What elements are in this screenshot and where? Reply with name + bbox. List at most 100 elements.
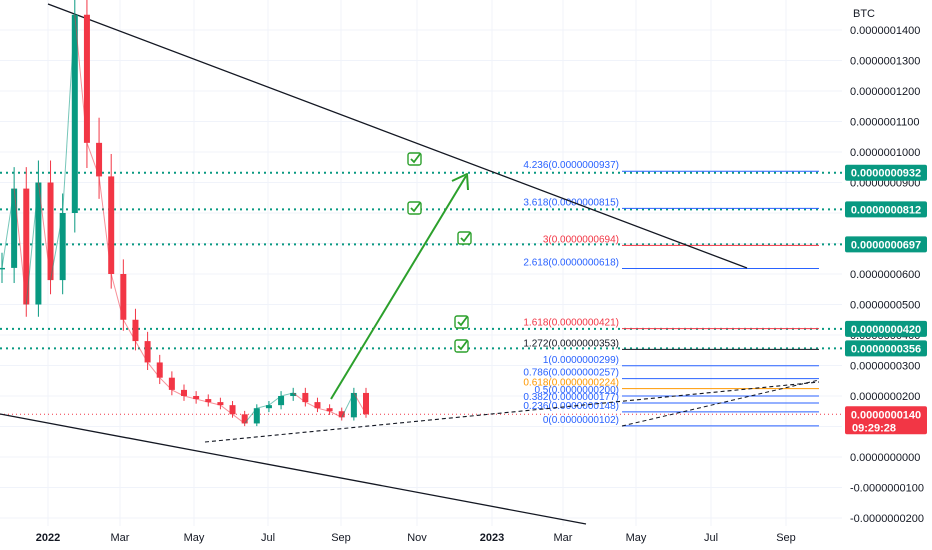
price-line-segment <box>280 392 294 397</box>
candle-body <box>302 392 309 403</box>
price-line-segment <box>50 212 64 281</box>
time-tick-label: Jul <box>261 532 275 544</box>
fib-level-label: 0(0.0000000102) <box>543 415 619 426</box>
time-tick-label: 2023 <box>480 532 504 544</box>
price-tick-label: 0.0000001300 <box>850 56 920 68</box>
projection-arrowhead <box>451 173 469 191</box>
price-line-segment <box>1 188 15 268</box>
price-line-segment <box>110 273 124 320</box>
time-tick-label: Sep <box>776 532 796 544</box>
projection-arrow-line[interactable] <box>330 175 467 400</box>
candle-body <box>108 176 115 274</box>
price-series <box>0 0 369 427</box>
fib-level-label: 0.786(0.0000000257) <box>523 368 619 379</box>
price-line-segment <box>86 142 100 177</box>
fib-level-label: 3.618(0.0000000815) <box>523 197 619 208</box>
candle-body <box>350 392 357 418</box>
fib-level-label: 1.272(0.0000000353) <box>523 338 619 349</box>
candle-body <box>144 341 151 363</box>
price-line-segment <box>13 188 27 305</box>
candle-body <box>193 396 200 400</box>
candle-body <box>11 188 18 268</box>
time-tick-label: 2022 <box>36 532 60 544</box>
fib-extension[interactable]: 4.236(0.0000000937) 3.618(0.0000000815) 3(… <box>523 160 819 427</box>
fib-level-label: 0.5(0.0000000200) <box>534 385 619 396</box>
candle-body <box>338 411 345 418</box>
price-tick-label: -0.0000000100 <box>850 483 924 495</box>
check-icon-mark <box>460 232 471 243</box>
price-line-segment <box>74 14 88 143</box>
check-markers <box>407 152 472 353</box>
price-tick-label: -0.0000000200 <box>850 513 924 525</box>
time-tick-label: Nov <box>407 532 427 544</box>
price-line-segment <box>268 395 282 406</box>
price-badges: 0.0000000932 0.0000000812 0.0000000697 0.00… <box>845 164 927 435</box>
lower-trendline[interactable] <box>0 413 587 525</box>
price-tick-label: 0.0000001400 <box>850 25 920 37</box>
candle-body <box>217 402 224 406</box>
fib-level-label: 1(0.0000000299) <box>543 355 619 366</box>
candle-body <box>83 14 90 143</box>
candle-body <box>205 399 212 403</box>
candle-body <box>23 188 30 305</box>
trend-lines[interactable] <box>0 3 820 525</box>
price-line-segment <box>37 182 52 281</box>
dashed-support-line[interactable] <box>204 381 820 443</box>
check-icon-mark <box>457 340 468 351</box>
candle-body <box>229 405 236 415</box>
candle-body <box>253 408 260 424</box>
candle-body <box>71 14 78 213</box>
price-badge-label: 0.0000000812 <box>851 204 921 216</box>
price-unit-label: BTC <box>853 8 875 20</box>
price-tick-label: 0.0000000600 <box>850 269 920 281</box>
time-tick-label: Jul <box>704 532 718 544</box>
price-tick-label: 0.0000000300 <box>850 361 920 373</box>
price-badge <box>845 320 927 337</box>
price-line-segment <box>208 401 221 406</box>
price-line-segment <box>171 389 185 397</box>
candle-body <box>59 213 66 281</box>
candle-body <box>363 392 369 415</box>
candle-body <box>314 402 321 409</box>
fib-diagonal-line[interactable] <box>621 379 820 427</box>
candle-body <box>326 408 333 412</box>
time-tick-label: May <box>626 532 647 544</box>
price-line-segment <box>353 392 367 415</box>
price-line-segment <box>256 404 270 409</box>
fib-level-label: 1.618(0.0000000421) <box>523 318 619 329</box>
candle-body <box>132 319 139 342</box>
price-line-segment <box>317 407 330 412</box>
price-line-segment <box>232 413 245 424</box>
candle-body <box>290 392 297 396</box>
price-line-segment <box>196 398 209 403</box>
candle-body <box>241 414 248 424</box>
price-line-segment <box>159 377 173 391</box>
price-line-segment <box>122 319 136 342</box>
price-line-segment <box>147 362 161 379</box>
time-axis[interactable]: 2022 Mar May Jul Sep Nov 2023 Mar May Jul Sep <box>36 532 796 544</box>
countdown-label: 09:29:28 <box>852 422 896 434</box>
price-line-segment <box>305 401 318 409</box>
grid-lines <box>0 0 842 526</box>
candle-body <box>168 377 175 390</box>
fib-level-label: 4.236(0.0000000937) <box>523 160 619 171</box>
current-price-badge <box>845 406 927 435</box>
price-line-segment <box>329 410 342 418</box>
price-line-segment <box>220 404 233 415</box>
current-price-label: 0.0000000140 <box>851 409 921 421</box>
candle-body <box>96 142 103 177</box>
price-line-segment <box>25 182 39 305</box>
candle-body <box>0 267 5 270</box>
candle-body <box>47 182 54 281</box>
price-tick-label: 0.0000001100 <box>850 117 920 129</box>
upper-trendline[interactable] <box>47 3 748 269</box>
candle-body <box>35 182 42 305</box>
price-tick-label: 0.0000000500 <box>850 300 920 312</box>
fib-level-label: 3(0.0000000694) <box>543 234 619 245</box>
candle-body <box>181 389 187 396</box>
fib-level-label: 0.382(0.0000000177) <box>523 392 619 403</box>
time-tick-label: Mar <box>554 532 573 544</box>
price-axis[interactable]: BTC 0.0000001400 0.0000001300 0.0000001200 0… <box>850 8 924 525</box>
